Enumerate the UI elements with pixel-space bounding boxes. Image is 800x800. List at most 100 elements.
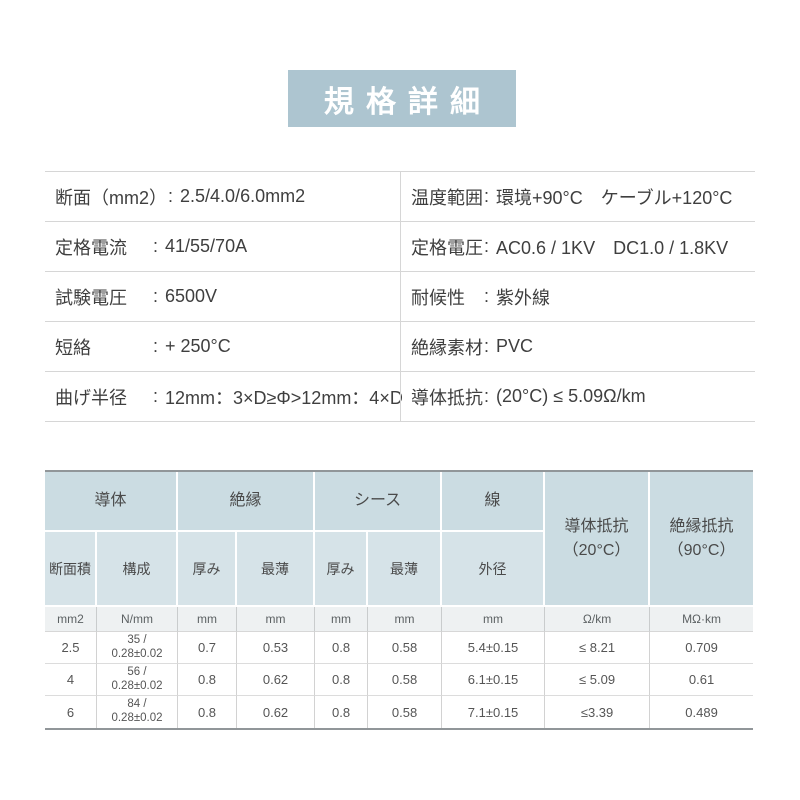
table-data-cell: 6 (45, 696, 97, 728)
spec-label: 耐候性 (411, 287, 465, 308)
table-subheader-thickness: 厚み (178, 532, 238, 607)
table-data-cell: ≤ 8.21 (545, 632, 651, 664)
table-unit-cell: mm2 (45, 607, 97, 632)
spec-item-test-voltage: 試験電圧:6500V (45, 272, 400, 321)
table-data-cell: 0.489 (650, 696, 754, 728)
page-title-banner: 規格詳細 (288, 70, 516, 127)
spec-item-bend-radius: 曲げ半径:12mm：3×D≥Φ>12mm：4×D (45, 372, 403, 421)
table-data-cell: 0.62 (237, 696, 316, 728)
spec-separator: : (484, 186, 490, 206)
table-subheader-minimum: 最薄 (237, 532, 316, 607)
table-data-cell: 7.1±0.15 (442, 696, 546, 728)
table-data-cell: ≤3.39 (545, 696, 651, 728)
table-data-cell: 5.4±0.15 (442, 632, 546, 664)
table-data-cell: 0.8 (315, 696, 369, 728)
table-unit-cell: mm (442, 607, 546, 632)
table-group-header-row: 導体 絶縁 シース 線 導体抵抗 （20°C） 絶縁抵抗 （90°C） (45, 472, 754, 607)
table-data-cell: 0.61 (650, 664, 754, 696)
table-unit-cell: mm (237, 607, 316, 632)
spec-list: 断面（mm2）:2.5/4.0/6.0mm2 温度範囲: 環境+90°C ケーブル… (45, 171, 755, 422)
spec-value: 環境+90°C ケーブル+120°C (496, 187, 733, 208)
table-data-cell: 0.58 (368, 664, 443, 696)
table-header-insulation-resistance: 絶縁抵抗 （90°C） (650, 472, 754, 607)
table-group-header-wire: 線 (442, 472, 546, 532)
spec-item-short-circuit: 短絡: + 250°C (45, 322, 400, 371)
table-data-cell: 0.8 (178, 664, 238, 696)
table-subheader-row: 断面積 構成 厚み 最薄 厚み 最薄 外径 (45, 532, 753, 607)
table-group-header-insulation: 絶縁 (178, 472, 316, 532)
table-data-cell: 0.709 (650, 632, 754, 664)
specification-table: 導体 絶縁 シース 線 導体抵抗 （20°C） 絶縁抵抗 （90°C） 断面積 … (45, 470, 754, 730)
spec-value: 2.5/4.0/6.0mm2 (180, 186, 306, 206)
spec-item-rated-current: 定格電流:41/55/70A (45, 222, 400, 271)
table-group-header-sheath: シース (315, 472, 443, 532)
table-data-cell: 35 / 0.28±0.02 (97, 632, 179, 664)
spec-item-insulation-material: 絶縁素材: PVC (400, 322, 755, 371)
table-subheader-construction: 構成 (97, 532, 179, 607)
spec-separator: : (484, 286, 490, 306)
table-data-cell: 0.8 (315, 632, 369, 664)
table-header-conductor-resistance: 導体抵抗 （20°C） (545, 472, 651, 607)
table-subheader-thickness: 厚み (315, 532, 369, 607)
spec-item-rated-voltage: 定格電圧: AC0.6 / 1KV DC1.0 / 1.8KV (400, 222, 755, 271)
spec-item-cross-section: 断面（mm2）:2.5/4.0/6.0mm2 (45, 172, 400, 221)
spec-item-conductor-resistance: 導体抵抗: (20°C) ≤ 5.09Ω/km (400, 372, 755, 421)
spec-label: 導体抵抗 (411, 387, 483, 408)
spec-item-weather-resistance: 耐候性: 紫外線 (400, 272, 755, 321)
spec-label: 定格電流 (55, 237, 127, 258)
table-data-cell: 4 (45, 664, 97, 696)
table-data-row-6mm2: 6 84 / 0.28±0.02 0.8 0.62 0.8 0.58 7.1±0… (45, 696, 754, 728)
spec-separator: : (484, 236, 490, 256)
spec-row: 試験電圧:6500V 耐候性: 紫外線 (45, 272, 755, 322)
spec-value: + 250°C (165, 336, 231, 356)
spec-label: 絶縁素材 (411, 337, 483, 358)
spec-value: 6500V (165, 286, 218, 306)
spec-value: 紫外線 (496, 287, 551, 308)
spec-separator: : (484, 386, 490, 406)
spec-label: 断面（mm2） (55, 187, 167, 208)
spec-separator: : (153, 336, 159, 356)
spec-item-temperature-range: 温度範囲: 環境+90°C ケーブル+120°C (400, 172, 755, 221)
table-data-cell: 0.53 (237, 632, 316, 664)
table-data-cell: 0.58 (368, 632, 443, 664)
table-data-cell: 0.8 (178, 696, 238, 728)
table-units-row: mm2 N/mm mm mm mm mm mm Ω/km MΩ·km (45, 607, 754, 632)
table-group-header-conductor: 導体 (45, 472, 179, 532)
spec-label: 短絡 (55, 337, 91, 358)
table-subheader-outer-diameter: 外径 (442, 532, 546, 607)
table-data-cell: 0.58 (368, 696, 443, 728)
table-data-cell: 6.1±0.15 (442, 664, 546, 696)
page-title: 規格詳細 (324, 85, 492, 119)
table-subheader-minimum: 最薄 (368, 532, 443, 607)
spec-label: 温度範囲 (411, 187, 483, 208)
spec-separator: : (484, 336, 490, 356)
table-data-cell: 0.7 (178, 632, 238, 664)
spec-value: PVC (496, 336, 534, 356)
spec-row: 短絡: + 250°C 絶縁素材: PVC (45, 322, 755, 372)
table-unit-cell: Ω/km (545, 607, 651, 632)
table-unit-cell: MΩ·km (650, 607, 754, 632)
table-data-row-2.5mm2: 2.5 35 / 0.28±0.02 0.7 0.53 0.8 0.58 5.4… (45, 632, 754, 664)
spec-value: 41/55/70A (165, 236, 248, 256)
table-data-cell: ≤ 5.09 (545, 664, 651, 696)
table-data-cell: 84 / 0.28±0.02 (97, 696, 179, 728)
spec-value: (20°C) ≤ 5.09Ω/km (496, 386, 646, 406)
spec-row: 曲げ半径:12mm：3×D≥Φ>12mm：4×D 導体抵抗: (20°C) ≤ 5… (45, 372, 755, 422)
spec-value: 12mm：3×D≥Φ>12mm：4×D (165, 387, 403, 408)
spec-value: AC0.6 / 1KV DC1.0 / 1.8KV (496, 237, 729, 258)
table-subheader-cross-section: 断面積 (45, 532, 97, 607)
table-unit-cell: mm (315, 607, 369, 632)
spec-label: 曲げ半径 (55, 387, 127, 408)
spec-label: 試験電圧 (55, 287, 127, 308)
table-unit-cell: mm (368, 607, 443, 632)
table-unit-cell: mm (178, 607, 238, 632)
spec-separator: : (153, 286, 159, 306)
table-unit-cell: N/mm (97, 607, 179, 632)
table-data-cell: 0.62 (237, 664, 316, 696)
table-data-cell: 56 / 0.28±0.02 (97, 664, 179, 696)
table-data-row-4mm2: 4 56 / 0.28±0.02 0.8 0.62 0.8 0.58 6.1±0… (45, 664, 754, 696)
spec-separator: : (153, 386, 159, 406)
spec-separator: : (168, 186, 174, 206)
table-data-cell: 0.8 (315, 664, 369, 696)
spec-separator: : (153, 236, 159, 256)
